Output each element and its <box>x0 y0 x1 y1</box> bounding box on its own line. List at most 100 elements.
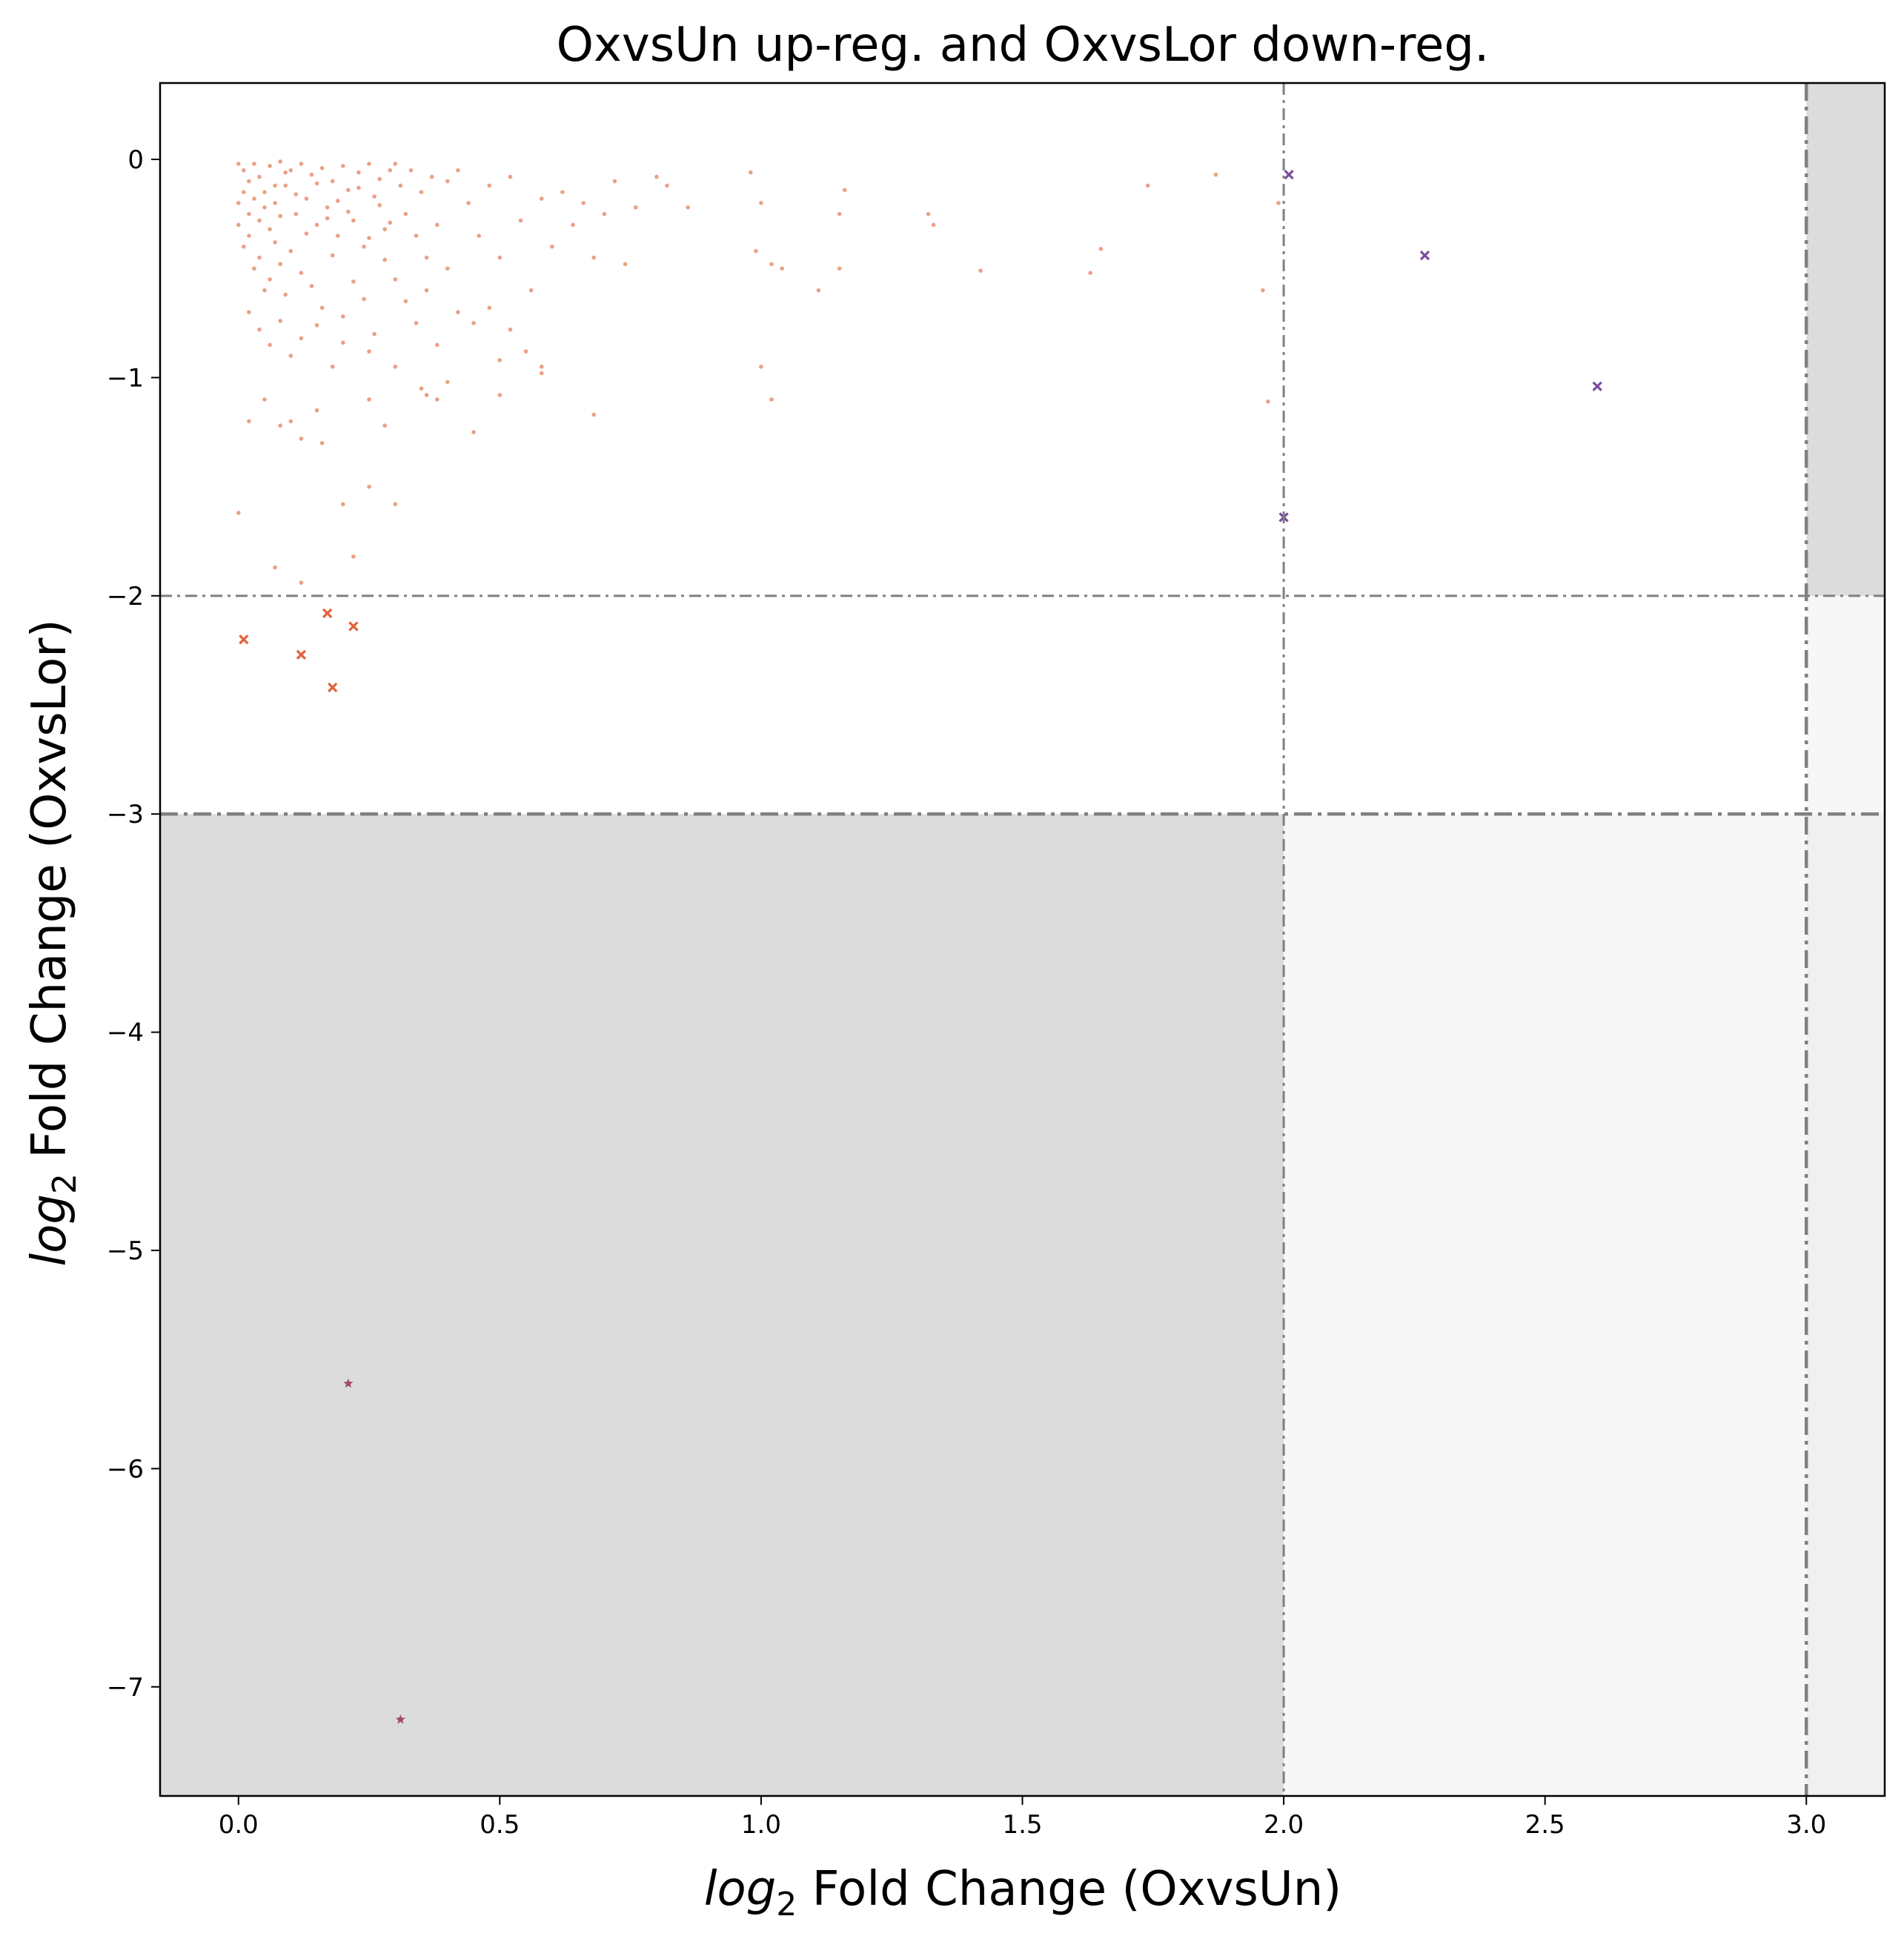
point-dot <box>1276 201 1281 205</box>
point-dot <box>434 342 439 348</box>
point-dot <box>325 205 330 210</box>
point-dot <box>419 386 424 391</box>
point-dot <box>487 305 492 311</box>
point-dot <box>299 162 304 166</box>
point-dot <box>252 266 256 271</box>
point-dot <box>283 170 288 175</box>
point-dot <box>367 484 371 489</box>
point-dot <box>612 179 617 184</box>
point-dot <box>362 244 366 249</box>
point-dot <box>278 213 282 219</box>
point-dot <box>497 255 502 260</box>
point-dot <box>268 277 272 282</box>
shaded-region-4 <box>1806 83 1885 596</box>
point-dot <box>278 262 282 267</box>
point-dot <box>299 271 304 275</box>
point-dot <box>273 240 277 245</box>
point-dot <box>654 174 659 179</box>
point-dot <box>283 292 288 297</box>
x-axis-ticks: 0.0 0.5 1.0 1.5 2.0 2.5 3.0 <box>219 1796 1826 1840</box>
point-dot <box>477 233 481 238</box>
point-dot <box>309 172 314 177</box>
point-dot <box>236 511 241 515</box>
x-axis-label: log2 Fold Change (OxvsUn) <box>704 1862 1342 1923</box>
point-dot <box>288 354 293 358</box>
shaded-region-3 <box>1806 595 1885 815</box>
point-dot <box>403 211 408 216</box>
point-dot <box>278 423 282 428</box>
point-dot <box>252 196 256 201</box>
y-axis-label-math: log <box>22 1194 77 1267</box>
point-dot <box>926 211 931 216</box>
point-dot <box>382 257 388 262</box>
chart-title: OxvsUn up-reg. and OxvsLor down-reg. <box>557 18 1490 73</box>
point-dot <box>398 183 403 188</box>
point-dot <box>273 183 277 188</box>
point-dot <box>528 288 534 293</box>
point-dot <box>633 205 638 210</box>
data-points <box>236 159 1602 1724</box>
y-axis-label-subscript: 2 <box>46 1173 84 1194</box>
point-dot <box>497 358 502 362</box>
point-dot <box>346 188 351 193</box>
point-dot <box>686 205 691 210</box>
point-dot <box>351 279 356 284</box>
point-dot <box>1088 271 1092 275</box>
point-dot <box>382 227 388 232</box>
y-axis-label: log2 Fold Change (OxvsLor) <box>22 619 84 1266</box>
point-dot <box>665 183 669 188</box>
point-dot <box>434 397 439 402</box>
point-dot <box>372 194 377 199</box>
point-dot <box>288 168 293 173</box>
point-dot <box>591 255 597 260</box>
point-dot <box>769 262 774 267</box>
point-x-marker <box>1592 381 1602 391</box>
point-dot <box>367 397 371 402</box>
point-dot <box>288 419 293 424</box>
point-dot <box>382 423 388 428</box>
point-dot <box>330 364 335 369</box>
point-dot <box>273 201 277 205</box>
point-dot <box>268 227 272 232</box>
point-dot <box>754 248 758 253</box>
y-tick-label: 0 <box>127 145 144 175</box>
point-x-marker <box>1419 250 1430 261</box>
point-dot <box>539 364 544 369</box>
point-dot <box>262 190 267 194</box>
point-dot <box>602 211 607 216</box>
point-dot <box>518 218 523 223</box>
point-dot <box>487 183 492 188</box>
point-dot <box>931 222 936 228</box>
x-axis-label-math: log <box>704 1862 777 1917</box>
point-dot <box>314 408 319 413</box>
point-dot <box>356 185 361 190</box>
y-tick-label: −3 <box>107 800 144 829</box>
point-dot <box>539 196 544 201</box>
point-star-marker <box>395 1714 405 1724</box>
point-dot <box>356 170 361 175</box>
point-dot <box>314 322 319 328</box>
point-dot <box>319 305 325 311</box>
point-dot <box>388 220 393 225</box>
point-dot <box>591 412 597 417</box>
point-x-marker <box>328 682 338 693</box>
point-dot <box>424 255 429 260</box>
point-dot <box>367 236 371 240</box>
point-x-marker <box>1284 170 1294 180</box>
point-dot <box>236 201 241 205</box>
point-dot <box>1098 246 1104 251</box>
x-tick-label: 2.0 <box>1264 1810 1304 1840</box>
point-dot <box>759 201 763 205</box>
point-x-marker <box>348 621 359 632</box>
point-dot <box>362 296 366 302</box>
point-dot <box>242 168 246 173</box>
point-dot <box>571 222 575 228</box>
point-dot <box>262 288 267 293</box>
point-dot <box>377 203 382 208</box>
shaded-region-0 <box>160 814 1284 1796</box>
point-dot <box>372 331 377 337</box>
x-tick-label: 3.0 <box>1786 1810 1826 1840</box>
y-tick-label: −6 <box>107 1454 144 1484</box>
point-dot <box>262 397 267 402</box>
point-dot <box>278 319 282 323</box>
